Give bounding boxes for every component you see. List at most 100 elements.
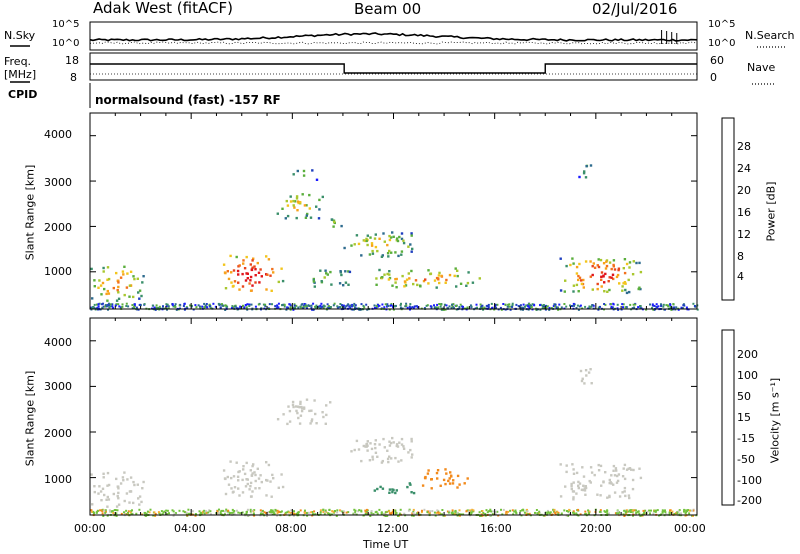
ground-scatter-cell bbox=[630, 509, 632, 512]
ground-scatter-cell bbox=[304, 509, 306, 512]
scatter-cell bbox=[237, 479, 240, 482]
ground-scatter-cell bbox=[113, 509, 116, 512]
ground-scatter-cell bbox=[375, 510, 378, 513]
scatter-cell bbox=[613, 268, 617, 271]
vel-ytick-2000: 2000 bbox=[44, 427, 72, 440]
ground-scatter-cell bbox=[399, 508, 402, 511]
ground-scatter-cell bbox=[572, 510, 575, 513]
ground-scatter-cell bbox=[671, 510, 674, 513]
ground-scatter-cell bbox=[692, 302, 695, 305]
scatter-cell bbox=[387, 278, 391, 281]
scatter-cell bbox=[592, 262, 595, 265]
scatter-cell bbox=[106, 484, 109, 487]
scatter-cell bbox=[623, 271, 627, 275]
ground-scatter-cell bbox=[394, 304, 397, 307]
ground-scatter-cell bbox=[354, 306, 356, 309]
ground-scatter-cell bbox=[114, 304, 117, 307]
ground-scatter-cell bbox=[92, 306, 95, 308]
ground-scatter-cell bbox=[587, 509, 590, 512]
ground-scatter-cell bbox=[554, 513, 557, 516]
ground-scatter-cell bbox=[544, 511, 547, 514]
ground-scatter-cell bbox=[519, 510, 522, 512]
ground-scatter-cell bbox=[187, 512, 190, 515]
vel-cbar-tick-m15: -15 bbox=[737, 432, 755, 445]
ground-scatter-cell bbox=[336, 509, 339, 512]
ground-scatter-cell bbox=[151, 304, 154, 307]
ground-scatter-cell bbox=[131, 307, 134, 310]
ground-scatter-cell bbox=[612, 303, 615, 306]
ground-scatter-cell bbox=[129, 511, 132, 514]
ground-scatter-cell bbox=[643, 511, 646, 514]
ground-scatter-cell bbox=[217, 512, 220, 515]
ground-scatter-cell bbox=[182, 305, 185, 307]
ground-scatter-cell bbox=[568, 508, 571, 511]
scatter-cell bbox=[628, 266, 631, 269]
ground-scatter-cell bbox=[160, 510, 163, 513]
vel-cbar-tick-50: 50 bbox=[737, 390, 751, 403]
ground-scatter-cell bbox=[332, 304, 335, 307]
scatter-cell bbox=[599, 464, 603, 468]
scatter-cell bbox=[438, 281, 441, 285]
power-cbar-tick-28: 28 bbox=[737, 140, 751, 153]
scatter-cell bbox=[621, 491, 624, 494]
scatter-cell bbox=[572, 481, 575, 484]
ground-scatter-cell bbox=[210, 307, 213, 310]
scatter-cell bbox=[448, 477, 451, 480]
ground-scatter-cell bbox=[389, 513, 392, 515]
scatter-cell bbox=[265, 255, 268, 258]
scatter-cell bbox=[453, 274, 456, 278]
ground-scatter-cell bbox=[354, 511, 357, 514]
scatter-cell bbox=[593, 473, 596, 477]
ground-scatter-cell bbox=[425, 304, 428, 307]
scatter-cell bbox=[132, 480, 135, 484]
scatter-cell bbox=[374, 233, 377, 236]
scatter-cell bbox=[600, 278, 603, 281]
ground-scatter-cell bbox=[621, 303, 624, 306]
scatter-cell bbox=[230, 271, 233, 274]
scatter-cell bbox=[403, 285, 406, 288]
ground-scatter-cell bbox=[507, 510, 510, 513]
scatter-cell bbox=[409, 448, 412, 452]
ground-scatter-cell bbox=[224, 304, 227, 307]
scatter-cell bbox=[427, 469, 430, 472]
scatter-cell bbox=[365, 237, 368, 241]
ground-scatter-cell bbox=[644, 509, 647, 512]
scatter-cell bbox=[581, 377, 584, 380]
ground-scatter-cell bbox=[490, 302, 493, 305]
ground-scatter-cell bbox=[505, 510, 508, 513]
ground-scatter-cell bbox=[353, 302, 356, 305]
ground-scatter-cell bbox=[476, 306, 478, 309]
scatter-cell bbox=[348, 270, 352, 274]
scatter-cell bbox=[245, 478, 248, 481]
ground-scatter-cell bbox=[205, 510, 208, 513]
scatter-cell bbox=[405, 278, 409, 281]
ground-scatter-cell bbox=[437, 511, 440, 514]
scatter-cell bbox=[388, 273, 391, 276]
scatter-cell bbox=[395, 277, 398, 281]
ground-scatter-cell bbox=[566, 510, 568, 512]
ground-scatter-cell bbox=[426, 511, 429, 514]
scatter-cell bbox=[251, 464, 254, 468]
ground-scatter-cell bbox=[360, 509, 363, 512]
ground-scatter-cell bbox=[639, 307, 642, 310]
ground-scatter-cell bbox=[285, 308, 288, 311]
ground-scatter-cell bbox=[399, 304, 402, 307]
ground-scatter-cell bbox=[470, 305, 473, 308]
scatter-cell bbox=[375, 277, 378, 280]
scatter-cell bbox=[638, 467, 641, 470]
xtick-1: 04:00 bbox=[174, 522, 206, 535]
scatter-cell bbox=[226, 270, 229, 273]
ground-scatter-cell bbox=[288, 303, 291, 306]
scatter-cell bbox=[376, 249, 379, 253]
ground-scatter-cell bbox=[438, 303, 441, 305]
scatter-cell bbox=[584, 260, 588, 263]
scatter-cell bbox=[606, 496, 609, 499]
ground-scatter-cell bbox=[637, 510, 640, 513]
scatter-cell bbox=[324, 422, 327, 425]
scatter-cell bbox=[251, 284, 254, 287]
scatter-cell bbox=[243, 472, 247, 476]
scatter-cell bbox=[299, 201, 302, 204]
scatter-cell bbox=[583, 382, 586, 385]
scatter-cell bbox=[276, 418, 280, 421]
scatter-cell bbox=[559, 463, 562, 466]
